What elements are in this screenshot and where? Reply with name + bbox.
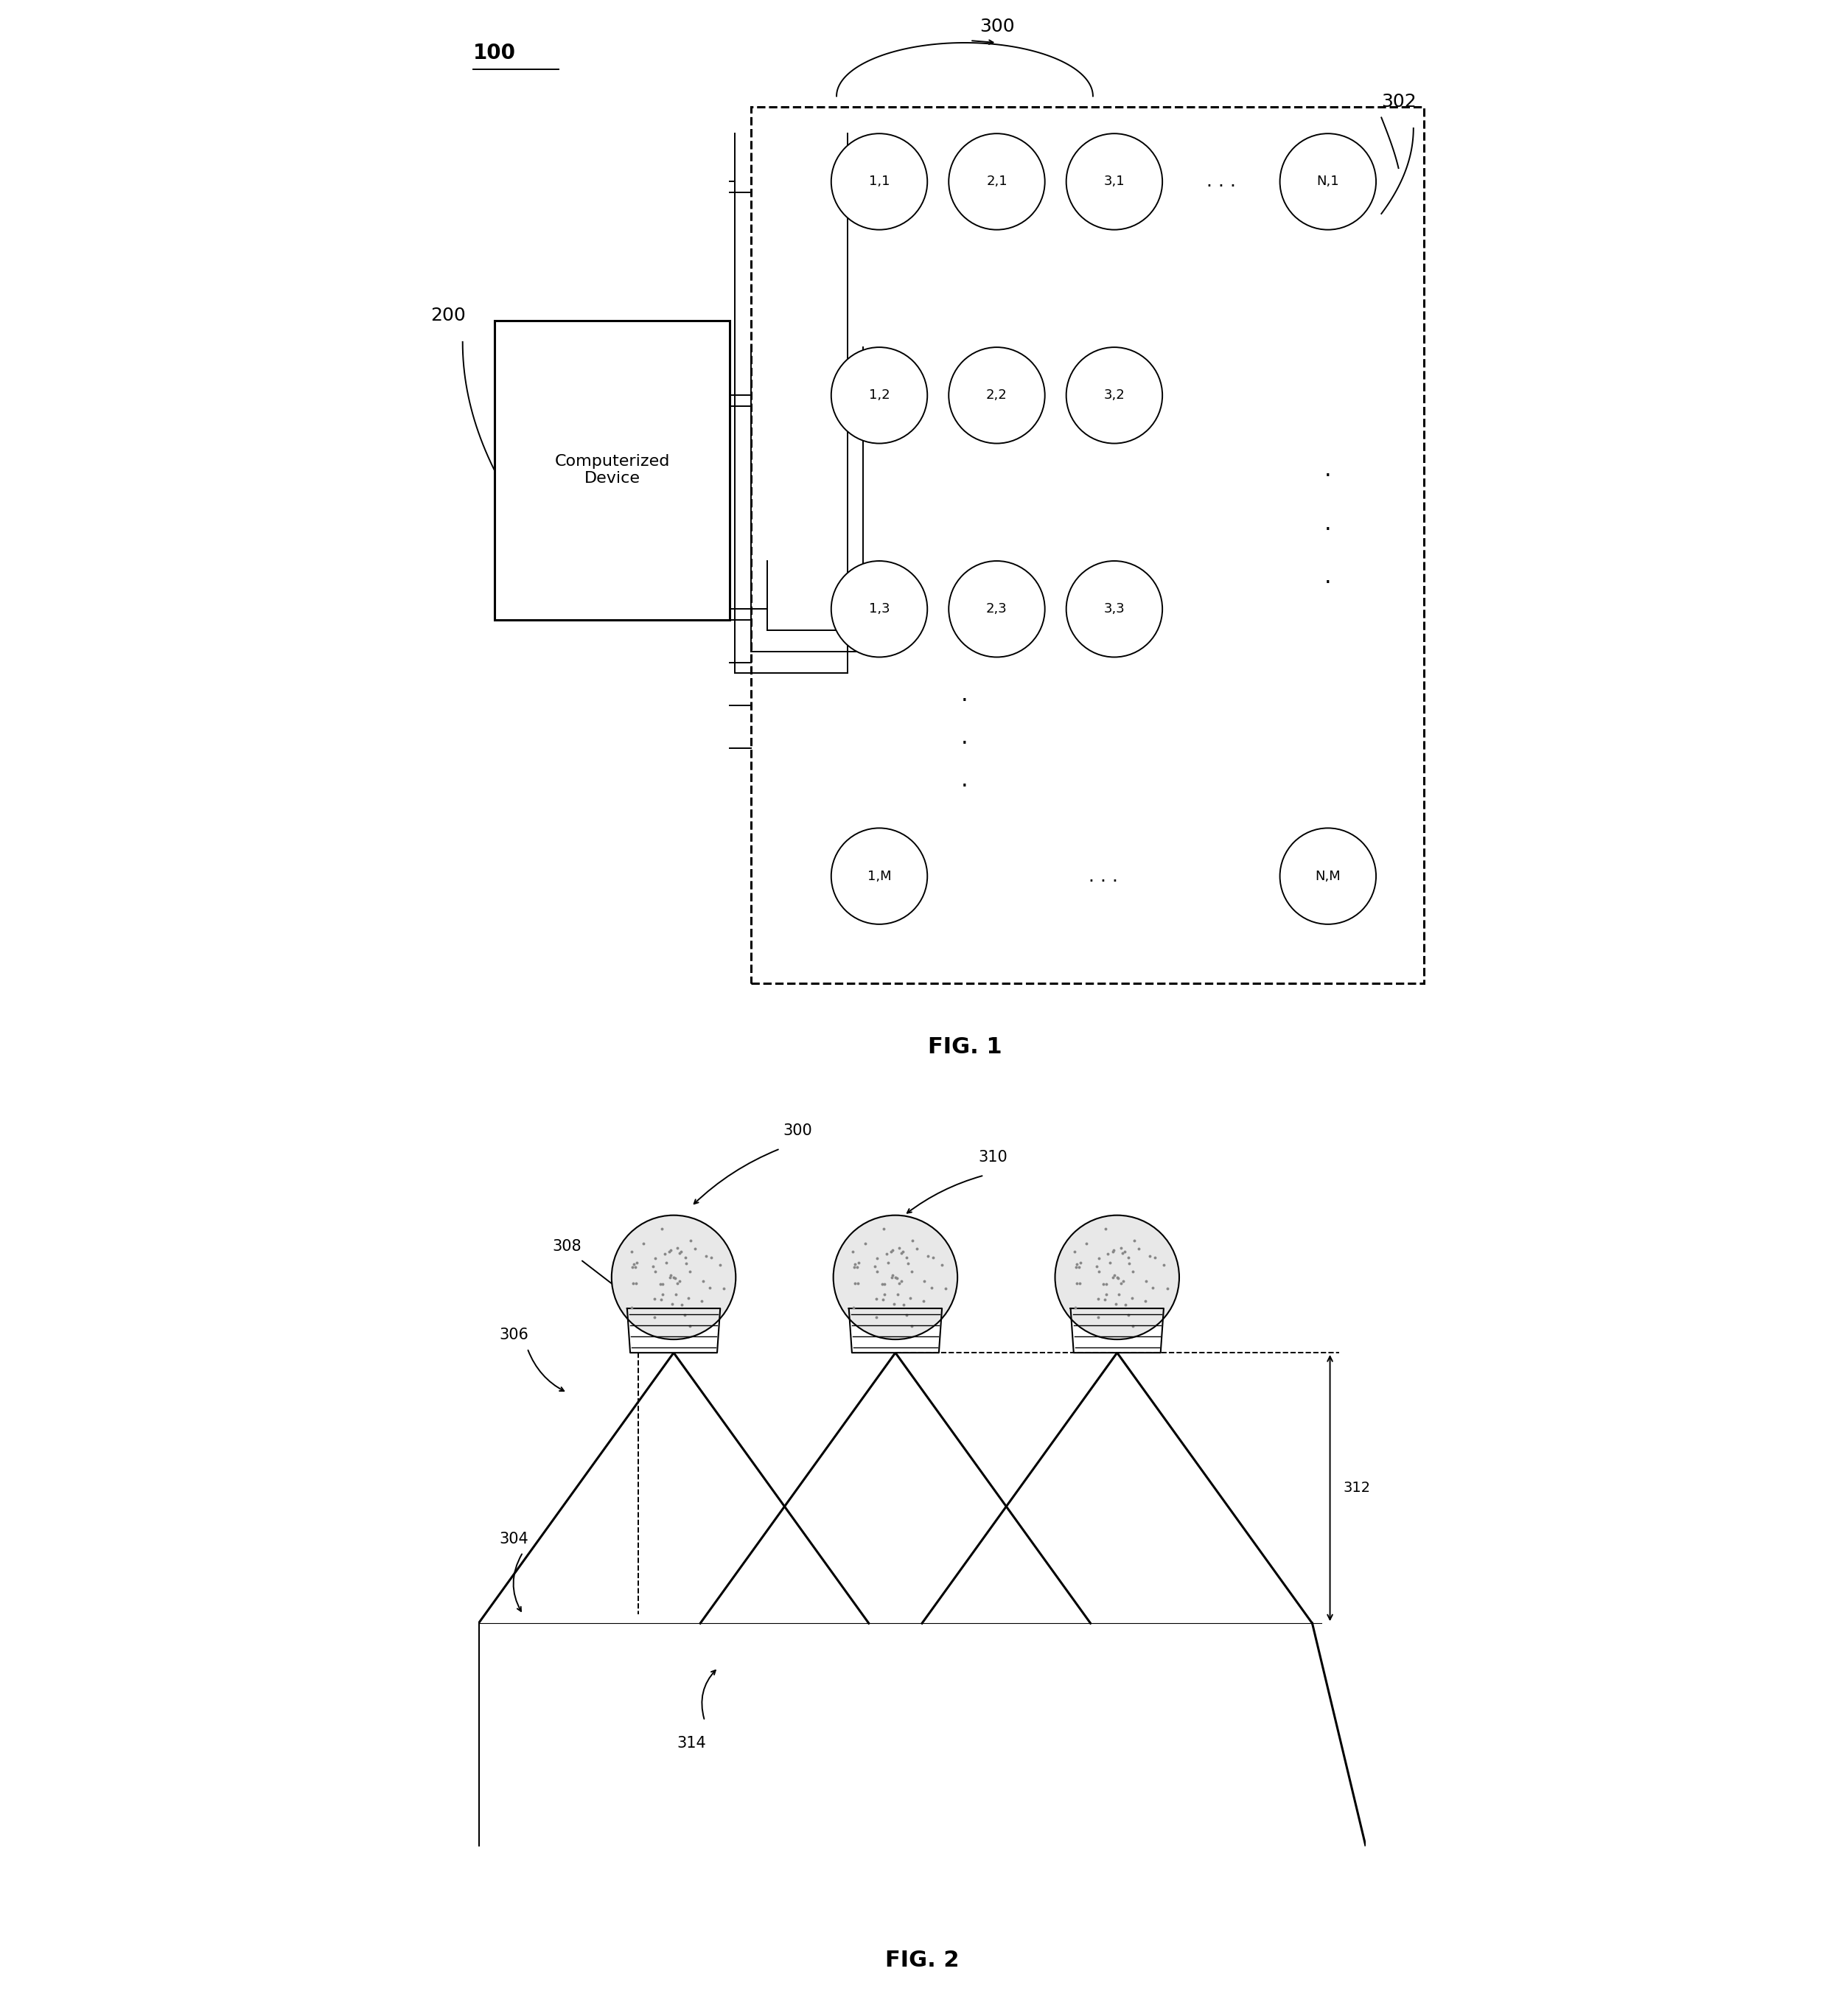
Text: 3,1: 3,1 <box>1105 175 1125 187</box>
Circle shape <box>1066 133 1162 230</box>
Text: . . .: . . . <box>1206 173 1235 190</box>
Text: .: . <box>1324 566 1331 589</box>
Text: 1,2: 1,2 <box>869 389 891 401</box>
Text: .: . <box>961 726 968 748</box>
Text: 1,1: 1,1 <box>869 175 891 187</box>
Text: FIG. 2: FIG. 2 <box>885 1949 959 1972</box>
Circle shape <box>1055 1216 1178 1339</box>
Text: 3,3: 3,3 <box>1105 603 1125 615</box>
Circle shape <box>1066 560 1162 657</box>
Text: 306: 306 <box>500 1329 529 1343</box>
Text: 312: 312 <box>1342 1482 1370 1496</box>
Circle shape <box>948 133 1046 230</box>
Circle shape <box>832 560 928 657</box>
Circle shape <box>832 133 928 230</box>
Text: 200: 200 <box>430 306 467 325</box>
Circle shape <box>612 1216 736 1339</box>
Text: 314: 314 <box>677 1736 706 1750</box>
Circle shape <box>948 347 1046 444</box>
Text: 308: 308 <box>553 1240 583 1254</box>
Text: 310: 310 <box>979 1151 1007 1165</box>
Circle shape <box>1280 829 1376 923</box>
Polygon shape <box>627 1308 721 1353</box>
Text: 100: 100 <box>474 42 516 62</box>
Text: 1,M: 1,M <box>867 869 891 883</box>
Polygon shape <box>1071 1308 1164 1353</box>
Text: FIG. 1: FIG. 1 <box>928 1036 1001 1058</box>
Circle shape <box>833 1216 957 1339</box>
Text: N,M: N,M <box>1315 869 1341 883</box>
Circle shape <box>1066 347 1162 444</box>
Circle shape <box>832 347 928 444</box>
Text: 300: 300 <box>979 18 1014 36</box>
Circle shape <box>948 560 1046 657</box>
Bar <box>751 107 1424 984</box>
Circle shape <box>832 829 928 923</box>
Text: 2,3: 2,3 <box>987 603 1007 615</box>
Text: 3,2: 3,2 <box>1105 389 1125 401</box>
Text: .: . <box>1324 512 1331 534</box>
Text: . . .: . . . <box>1088 867 1117 885</box>
Text: 300: 300 <box>784 1123 813 1139</box>
Text: 302: 302 <box>1381 93 1416 111</box>
Text: Computerized
Device: Computerized Device <box>555 454 669 486</box>
Text: 304: 304 <box>500 1532 529 1546</box>
Text: .: . <box>961 683 968 706</box>
Circle shape <box>1280 133 1376 230</box>
Polygon shape <box>848 1308 942 1353</box>
Text: 1,3: 1,3 <box>869 603 891 615</box>
Bar <box>494 321 730 619</box>
Text: 2,2: 2,2 <box>987 389 1007 401</box>
Text: N,1: N,1 <box>1317 175 1339 187</box>
Text: .: . <box>1324 460 1331 482</box>
Text: 2,1: 2,1 <box>987 175 1007 187</box>
Text: .: . <box>961 770 968 790</box>
